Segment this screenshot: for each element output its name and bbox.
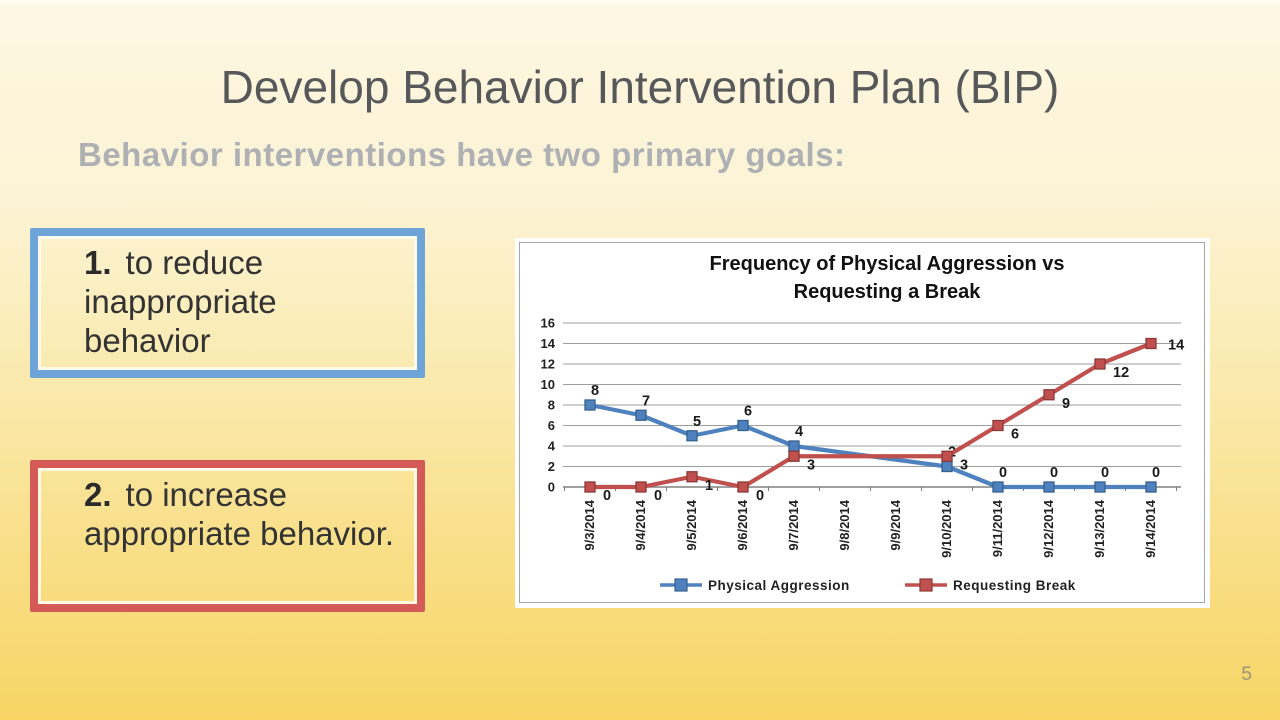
svg-text:0: 0 bbox=[603, 488, 611, 504]
slide-title: Develop Behavior Intervention Plan (BIP) bbox=[220, 61, 1060, 113]
svg-text:6: 6 bbox=[548, 418, 555, 433]
svg-text:9/8/2014: 9/8/2014 bbox=[837, 499, 852, 550]
svg-text:12: 12 bbox=[541, 357, 555, 372]
svg-text:Frequency of Physical Aggressi: Frequency of Physical Aggression vs bbox=[710, 253, 1065, 275]
svg-text:9/14/2014: 9/14/2014 bbox=[1143, 499, 1158, 558]
goal-number: 2. bbox=[84, 476, 112, 513]
svg-text:12: 12 bbox=[1113, 365, 1129, 381]
svg-text:7: 7 bbox=[642, 393, 650, 409]
svg-text:6: 6 bbox=[1011, 427, 1019, 443]
svg-text:9/12/2014: 9/12/2014 bbox=[1041, 499, 1056, 558]
goal-box-increase-appropriate: 2. to increase appropriate behavior. bbox=[30, 460, 425, 612]
svg-text:9/9/2014: 9/9/2014 bbox=[888, 499, 903, 550]
svg-text:9: 9 bbox=[1062, 396, 1070, 412]
svg-text:0: 0 bbox=[1050, 465, 1058, 481]
chart-border bbox=[519, 242, 1205, 603]
svg-text:9/6/2014: 9/6/2014 bbox=[735, 499, 750, 550]
frequency-line-chart: Frequency of Physical Aggression vs Reque… bbox=[541, 253, 1185, 593]
svg-text:9/4/2014: 9/4/2014 bbox=[633, 499, 648, 550]
svg-text:1: 1 bbox=[705, 478, 713, 494]
svg-text:16: 16 bbox=[541, 316, 555, 331]
goal-label: to increase appropriate behavior. bbox=[84, 476, 395, 552]
svg-text:2: 2 bbox=[548, 459, 555, 474]
goal-box-reduce-inappropriate: 1. to reduce inappropriate behavior bbox=[30, 228, 425, 378]
svg-text:14: 14 bbox=[541, 336, 556, 351]
goal-text: 1. to reduce inappropriate behavior bbox=[84, 243, 407, 360]
svg-text:4: 4 bbox=[795, 424, 803, 440]
svg-text:9/3/2014: 9/3/2014 bbox=[582, 499, 597, 550]
svg-text:9/10/2014: 9/10/2014 bbox=[939, 499, 954, 558]
svg-text:9/11/2014: 9/11/2014 bbox=[990, 499, 1005, 557]
goal-label: to reduce inappropriate behavior bbox=[84, 244, 277, 359]
svg-text:9/13/2014: 9/13/2014 bbox=[1092, 499, 1107, 558]
svg-text:0: 0 bbox=[1152, 465, 1160, 481]
svg-text:5: 5 bbox=[693, 414, 701, 430]
svg-text:10: 10 bbox=[541, 377, 555, 392]
svg-text:0: 0 bbox=[756, 488, 764, 504]
svg-text:3: 3 bbox=[807, 457, 815, 473]
svg-text:14: 14 bbox=[1168, 338, 1184, 354]
svg-text:3: 3 bbox=[960, 457, 968, 473]
svg-text:Requesting a Break: Requesting a Break bbox=[794, 281, 982, 303]
svg-text:8: 8 bbox=[548, 398, 555, 413]
svg-text:6: 6 bbox=[744, 404, 752, 420]
svg-text:Requesting Break: Requesting Break bbox=[953, 578, 1076, 593]
goal-text: 2. to increase appropriate behavior. bbox=[84, 475, 407, 553]
slide-page-number: 5 bbox=[1241, 664, 1252, 685]
svg-text:8: 8 bbox=[591, 383, 599, 399]
svg-text:9/7/2014: 9/7/2014 bbox=[786, 499, 801, 550]
svg-text:Physical Aggression: Physical Aggression bbox=[708, 578, 850, 593]
svg-text:9/5/2014: 9/5/2014 bbox=[684, 499, 699, 550]
svg-text:0: 0 bbox=[999, 465, 1007, 481]
svg-text:0: 0 bbox=[1101, 465, 1109, 481]
slide-subtitle: Behavior interventions have two primary … bbox=[78, 136, 846, 173]
goal-number: 1. bbox=[84, 244, 112, 281]
svg-text:0: 0 bbox=[654, 488, 662, 504]
svg-text:0: 0 bbox=[548, 480, 555, 495]
svg-text:4: 4 bbox=[548, 439, 556, 454]
frequency-chart-panel: Frequency of Physical Aggression vs Reque… bbox=[515, 238, 1210, 608]
